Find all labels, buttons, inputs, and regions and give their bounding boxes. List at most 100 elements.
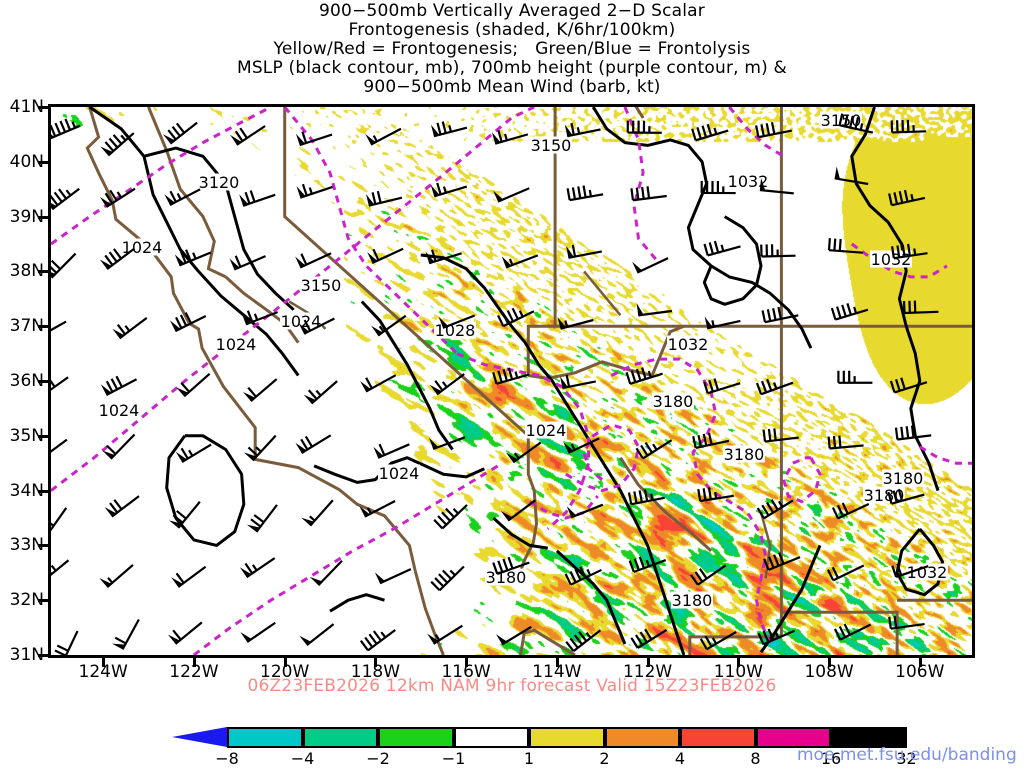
- svg-text:3180: 3180: [672, 591, 713, 610]
- wind-barb: [429, 373, 465, 396]
- river-colorado: [528, 324, 685, 380]
- wind-barb: [636, 303, 673, 317]
- lon-tick-mark: [102, 658, 106, 667]
- lat-tick-mark: [38, 160, 48, 164]
- title-line-4: MSLP (black contour, mb), 700mb height (…: [236, 58, 788, 78]
- wind-barb: [563, 437, 600, 454]
- wind-barb: [229, 255, 266, 271]
- lon-tick-label: 112W: [622, 662, 673, 682]
- wind-barb: [560, 374, 596, 390]
- mslp-contour-label: 1032: [870, 250, 912, 269]
- wind-barb: [360, 374, 397, 393]
- wind-barb: [51, 438, 68, 453]
- title-line-3: Yellow/Red = Frontogenesis; Green/Blue =…: [273, 39, 751, 59]
- colorbar-segment[interactable]: [227, 727, 303, 748]
- wind-barb: [295, 434, 332, 454]
- lon-tick-label: 116W: [441, 662, 491, 682]
- height-700mb-contour-label: 3180: [671, 591, 713, 610]
- great-salt-lake: [634, 107, 645, 119]
- wind-barb: [51, 187, 80, 211]
- wind-barb: [891, 243, 928, 260]
- wind-barb: [902, 300, 939, 315]
- wind-barb: [830, 303, 869, 321]
- colorbar[interactable]: −8 −4 −2 −1 1 2 4 8 16 32: [172, 727, 917, 768]
- colorbar-segment[interactable]: [302, 727, 378, 748]
- wind-barb: [894, 425, 932, 441]
- wind-barb: [700, 180, 736, 195]
- wind-barb: [699, 631, 737, 651]
- wind-barb: [492, 556, 530, 575]
- wind-barb: [704, 316, 741, 330]
- wind-barb: [164, 188, 201, 206]
- wind-barb: [430, 182, 468, 198]
- height-700mb-contour-line: [51, 107, 272, 246]
- colorbar-tick-label: −1: [441, 749, 466, 768]
- wind-barb: [163, 121, 198, 145]
- title-line-2: Frontogenesis (shaded, K/6hr/100km): [348, 20, 676, 40]
- height-700mb-contour-line: [283, 107, 459, 355]
- wind-barb: [630, 628, 668, 649]
- mslp-contour-label: 1032: [727, 172, 769, 191]
- wind-barb: [104, 495, 140, 518]
- height-700mb-contour-label: 3150: [300, 276, 342, 295]
- wind-barb: [366, 190, 403, 207]
- contour-and-barb-overlay: 1024102410241024102410241028103210321032…: [51, 107, 972, 655]
- wind-barb: [99, 187, 136, 208]
- border-new-mexico-mexico: [781, 610, 899, 655]
- colorbar-segment[interactable]: [831, 727, 907, 748]
- colorbar-tick-label: −4: [290, 749, 315, 768]
- state-border-california-nevada-arizona: [283, 107, 539, 574]
- wind-barb: [887, 488, 925, 505]
- wind-barb: [51, 507, 68, 532]
- colorbar-segment[interactable]: [680, 727, 756, 748]
- height-700mb-contour-label: 3180: [723, 445, 765, 464]
- wind-barb: [51, 559, 70, 577]
- height-700mb-contour-label: 3180: [882, 469, 924, 488]
- wind-barb: [630, 186, 667, 202]
- wind-barb: [427, 624, 463, 645]
- wind-barb: [691, 123, 729, 142]
- colorbar-segment[interactable]: [378, 727, 454, 748]
- wind-barb: [756, 498, 794, 520]
- lon-tick-mark: [828, 658, 832, 667]
- lat-tick-label: 36N: [9, 371, 44, 391]
- wind-barb: [243, 378, 278, 402]
- wind-barb: [762, 428, 799, 443]
- wind-barb: [175, 443, 212, 463]
- wind-barb: [626, 120, 662, 134]
- wind-barb: [430, 565, 465, 592]
- wind-barb: [760, 244, 796, 258]
- height-700mb-contour-line: [728, 107, 785, 158]
- wind-barb: [506, 441, 542, 464]
- lat-tick-label: 38N: [9, 261, 44, 282]
- wind-barb: [99, 564, 134, 589]
- wind-barb-layer: [51, 113, 939, 655]
- lon-tick-label: 122W: [169, 662, 219, 682]
- wind-barb: [827, 435, 864, 450]
- lon-tick-mark: [283, 658, 287, 667]
- colorbar-segment[interactable]: [453, 727, 529, 748]
- lat-tick-mark: [38, 544, 48, 548]
- forecast-caption: 06Z23FEB2026 12km NAM 9hr forecast Valid…: [247, 676, 777, 696]
- map-plot-area[interactable]: 1024 1024 1024 1024 1024 1024 1028 1032 1032 1032…: [48, 104, 975, 658]
- wind-barb: [838, 113, 874, 134]
- colorbar-segment[interactable]: [529, 727, 605, 748]
- mslp-contour-line: [850, 107, 940, 492]
- wind-barb: [761, 306, 799, 324]
- wind-barb: [295, 131, 333, 147]
- svg-text:1024: 1024: [281, 312, 322, 331]
- wind-barb: [239, 190, 276, 207]
- wind-barb: [298, 317, 335, 335]
- colorbar-segment[interactable]: [755, 727, 831, 748]
- wind-barb: [557, 317, 594, 330]
- svg-text:3180: 3180: [883, 469, 924, 488]
- wind-barb: [889, 377, 928, 394]
- wind-barb: [632, 257, 669, 274]
- wind-barb: [303, 380, 338, 405]
- lat-tick-mark: [38, 654, 48, 657]
- lat-tick-mark: [38, 106, 48, 109]
- coastline-gulf-of-california: [519, 628, 576, 655]
- colorbar-segment[interactable]: [604, 727, 680, 748]
- wind-barb: [51, 376, 69, 391]
- height-700mb-contour-line: [528, 495, 599, 520]
